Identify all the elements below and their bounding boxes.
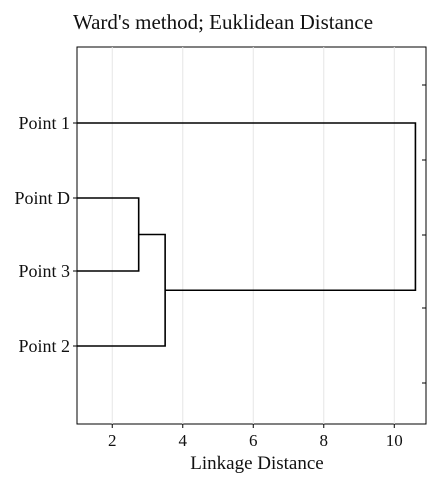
leaf-label: Point D xyxy=(14,188,70,208)
dendrogram-link xyxy=(77,122,417,292)
x-tick-label: 6 xyxy=(249,431,258,450)
leaf-label: Point 3 xyxy=(18,261,70,281)
x-tick-label: 4 xyxy=(179,431,188,450)
dendrogram-link xyxy=(77,233,166,347)
plot-area xyxy=(76,46,427,425)
leaf-label: Point 1 xyxy=(18,113,70,133)
x-axis-title: Linkage Distance xyxy=(190,453,323,474)
x-tick-label: 8 xyxy=(320,431,329,450)
leaf-label: Point 2 xyxy=(18,336,70,356)
x-tick-label: 10 xyxy=(386,431,403,450)
x-tick-label: 2 xyxy=(108,431,117,450)
chart-title: Ward's method; Euklidean Distance xyxy=(73,10,373,34)
